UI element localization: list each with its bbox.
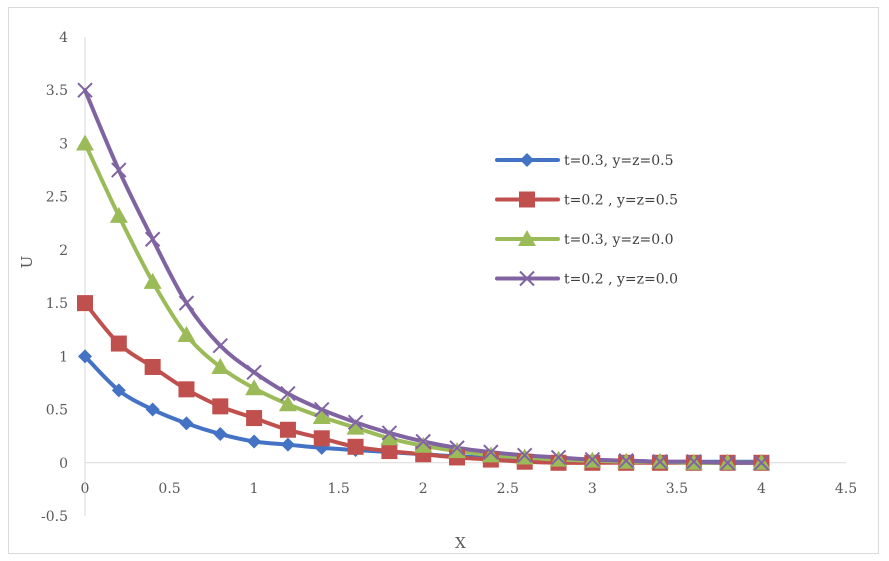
y-tick-label: 3.5 — [46, 83, 68, 99]
y-axis-title: U — [18, 256, 36, 269]
data-point-series-4 — [516, 447, 533, 464]
data-point-series-4 — [178, 295, 195, 311]
data-point-series-4 — [719, 455, 736, 471]
x-tick-label: 0.5 — [158, 481, 180, 497]
x-axis-title: X — [455, 534, 466, 552]
legend-item: t=0.3, y=z=0.5 — [495, 153, 674, 169]
data-point-series-2 — [246, 410, 263, 427]
legend-swatch-marker — [520, 153, 534, 167]
x-tick-label: 2.5 — [497, 481, 519, 497]
data-point-series-1 — [179, 416, 194, 431]
data-point-series-3 — [245, 379, 264, 396]
data-point-series-2 — [110, 335, 127, 352]
x-tick-label: 4.5 — [835, 481, 857, 497]
x-tick-label: 3.5 — [666, 481, 688, 497]
data-point-series-4 — [246, 364, 262, 381]
axes — [84, 37, 846, 516]
data-point-series-1 — [247, 434, 262, 449]
x-tick-label: 2 — [419, 481, 428, 497]
data-point-series-3 — [211, 357, 230, 374]
data-point-series-4 — [686, 454, 702, 470]
x-tick-label: 3 — [588, 481, 597, 497]
legend-item: t=0.2 , y=z=0.0 — [495, 270, 678, 288]
y-tick-label: 0.5 — [46, 403, 68, 419]
data-point-series-2 — [178, 381, 195, 398]
x-tick-label: 1 — [250, 481, 259, 497]
data-point-series-1 — [145, 402, 160, 417]
legend-label: t=0.2 , y=z=0.0 — [564, 272, 678, 288]
data-point-series-4 — [381, 425, 398, 441]
legend-swatch-marker — [519, 270, 535, 287]
data-point-series-3 — [109, 206, 128, 223]
data-point-series-1 — [78, 349, 92, 364]
legend-item: t=0.2 , y=z=0.5 — [495, 191, 678, 209]
y-tick-label: 1 — [59, 349, 68, 365]
series-markers — [76, 82, 771, 471]
data-point-series-4 — [449, 440, 465, 456]
data-point-series-2 — [279, 421, 296, 438]
legend: t=0.3, y=z=0.5 t=0.2 , y=z=0.5 t=0.3, y=z=… — [495, 153, 678, 288]
data-point-series-1 — [213, 427, 228, 442]
data-point-series-4 — [212, 337, 228, 354]
x-tick-label: 1.5 — [328, 481, 350, 497]
data-point-series-3 — [278, 395, 297, 412]
data-point-series-4 — [144, 231, 161, 247]
legend-swatch-marker — [518, 230, 536, 246]
y-tick-label: 0 — [59, 456, 68, 472]
data-point-series-3 — [76, 134, 94, 151]
data-point-series-3 — [177, 326, 196, 343]
legend-label: t=0.3, y=z=0.0 — [564, 232, 674, 248]
data-point-series-3 — [481, 446, 500, 463]
data-point-series-2 — [212, 398, 229, 415]
y-tick-label: 3 — [59, 136, 68, 152]
data-point-series-1 — [280, 437, 295, 452]
data-point-series-3 — [312, 408, 331, 425]
legend-swatch-marker — [519, 191, 535, 208]
series-markers-4 — [77, 82, 770, 471]
x-tick-label: 4 — [757, 481, 766, 497]
y-tick-label: -0.5 — [41, 509, 68, 525]
legend-item: t=0.3, y=z=0.0 — [495, 230, 674, 248]
data-point-series-3 — [143, 272, 162, 289]
data-point-series-3 — [448, 442, 467, 459]
data-point-series-3 — [414, 436, 433, 453]
data-point-series-2 — [313, 430, 330, 447]
data-point-series-4 — [280, 385, 296, 402]
y-tick-labels: -0.5 0 0.5 1 1.5 2 2.5 3 3.5 4 — [41, 30, 68, 525]
y-tick-label: 1.5 — [46, 296, 68, 312]
x-tick-labels: 0 0.5 1 1.5 2 2.5 3 3.5 4 4.5 — [81, 481, 858, 497]
data-point-series-2 — [347, 438, 364, 455]
data-point-series-2 — [144, 358, 161, 375]
x-tick-label: 0 — [81, 481, 90, 497]
data-point-series-4 — [584, 451, 601, 468]
data-point-series-3 — [380, 429, 399, 446]
y-tick-label: 4 — [59, 30, 68, 46]
legend-label: t=0.3, y=z=0.5 — [564, 153, 674, 169]
data-point-series-4 — [347, 414, 364, 431]
legend-label: t=0.2 , y=z=0.5 — [564, 193, 678, 209]
data-point-series-4 — [753, 455, 770, 471]
data-point-series-4 — [77, 82, 93, 98]
data-point-series-1 — [111, 383, 126, 398]
y-tick-label: 2.5 — [46, 190, 68, 206]
data-point-series-4 — [111, 162, 127, 178]
data-point-series-4 — [618, 452, 634, 469]
data-point-series-3 — [346, 418, 365, 435]
data-point-series-4 — [314, 401, 330, 418]
data-point-series-4 — [550, 449, 567, 466]
data-point-series-4 — [652, 454, 668, 470]
data-point-series-2 — [381, 443, 398, 460]
data-point-series-4 — [415, 433, 431, 450]
y-tick-label: 2 — [59, 243, 68, 259]
data-point-series-2 — [77, 295, 93, 312]
data-point-series-4 — [483, 444, 499, 460]
